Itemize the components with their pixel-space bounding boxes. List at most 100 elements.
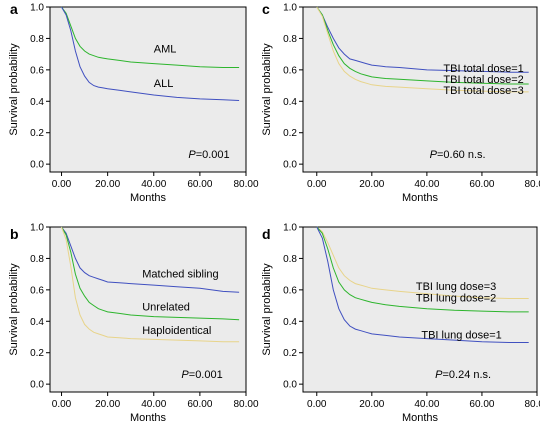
panel-c: c 0.0 0.2 0.4 0.6 0.8 1.0 0.00 20.00 40.00 60.00 80…: [261, 1, 540, 204]
p-value-annotation: P=0.24 n.s.: [435, 369, 491, 381]
y-tick-label: 1.0: [283, 223, 297, 234]
p-value-annotation: P=0.001: [181, 369, 222, 381]
x-tick-label: 20.00: [95, 179, 120, 190]
y-axis-label: Survival probability: [8, 263, 20, 356]
p-value-text: =0.001: [189, 369, 223, 381]
y-axis-label: Survival probability: [261, 43, 273, 136]
panel-letter: a: [10, 1, 18, 17]
y-tick-label: 0.4: [283, 317, 297, 328]
x-axis-label: Months: [130, 412, 167, 423]
y-tick-label: 0.4: [30, 97, 44, 108]
x-axis-label: Months: [402, 192, 439, 204]
y-tick-label: 0.0: [30, 380, 44, 391]
plot-area: [49, 6, 247, 173]
y-tick-label: 0.6: [30, 65, 44, 76]
p-value-symbol: P: [430, 149, 438, 161]
x-tick-label: 20.00: [359, 179, 384, 190]
plot-area: [302, 226, 538, 393]
x-tick-label: 60.00: [187, 179, 212, 190]
x-axis-label: Months: [402, 412, 439, 423]
x-tick-label: 40.00: [141, 399, 166, 410]
series-label-2: TBI total dose=2: [443, 74, 523, 86]
p-value-symbol: P: [181, 369, 189, 381]
series-label-3: TBI total dose=3: [443, 85, 523, 97]
x-tick-label: 40.00: [141, 179, 166, 190]
series-line-3: [316, 226, 529, 343]
y-tick-label: 0.4: [283, 97, 297, 108]
plot-area: [302, 6, 538, 173]
series-line-1: [61, 226, 240, 293]
series-label-1: AML: [154, 44, 177, 56]
p-value-annotation: P=0.001: [188, 149, 229, 161]
x-tick-label: 60.00: [469, 179, 494, 190]
series-label-2: ALL: [154, 78, 174, 90]
y-tick-label: 1.0: [30, 3, 44, 14]
y-tick-label: 0.4: [30, 317, 44, 328]
y-tick-label: 0.8: [30, 34, 44, 45]
y-tick-label: 0.8: [30, 254, 44, 265]
series-label-1: TBI total dose=1: [443, 63, 523, 75]
series-label-3: Haploidentical: [142, 325, 211, 337]
x-axis-label: Months: [130, 192, 167, 204]
x-tick-label: 20.00: [95, 399, 120, 410]
y-axis-label: Survival probability: [8, 43, 20, 136]
series-label-3: TBI lung dose=1: [421, 330, 501, 342]
x-tick-label: 40.00: [414, 179, 439, 190]
x-tick-label: 80.00: [233, 179, 258, 190]
p-value-text: =0.001: [196, 149, 230, 161]
x-tick-label: 80.00: [524, 179, 540, 190]
y-tick-label: 0.2: [30, 128, 44, 139]
x-tick-label: 0.00: [307, 179, 327, 190]
y-tick-label: 0.0: [30, 160, 44, 171]
x-tick-label: 0.00: [307, 399, 327, 410]
series-line-2: [316, 6, 529, 85]
x-tick-label: 80.00: [233, 399, 258, 410]
series-line-2: [316, 226, 529, 313]
series-label-1: TBI lung dose=3: [416, 281, 496, 293]
panel-b: b 0.0 0.2 0.4 0.6 0.8 1.0 0.00 20.00 40.00 60.00 80…: [8, 223, 259, 423]
y-tick-label: 0.0: [283, 160, 297, 171]
plot-area: [49, 226, 247, 393]
series-line-3: [61, 226, 240, 343]
series-line-1: [316, 226, 529, 299]
panel-d: d 0.0 0.2 0.4 0.6 0.8 1.0 0.00 20.00 40.00 60.00 80…: [261, 223, 540, 423]
x-tick-label: 60.00: [187, 399, 212, 410]
y-tick-label: 0.2: [283, 348, 297, 359]
y-axis-label: Survival probability: [261, 263, 273, 356]
series-line-2: [61, 226, 240, 321]
p-value-symbol: P: [188, 149, 196, 161]
x-tick-label: 60.00: [469, 399, 494, 410]
y-tick-label: 0.8: [283, 34, 297, 45]
series-line-1: [61, 6, 240, 68]
x-tick-label: 0.00: [52, 179, 72, 190]
panel-letter: d: [262, 226, 271, 242]
series-line-1: [316, 6, 529, 73]
panel-letter: c: [262, 1, 270, 17]
series-line-3: [316, 6, 529, 93]
y-tick-label: 0.6: [283, 285, 297, 296]
series-label-1: Matched sibling: [142, 268, 218, 280]
y-tick-label: 0.2: [283, 128, 297, 139]
panel-a: a 0.0 0.2 0.4 0.6 0.8 1.0 0.00 20.00 40.00 60.00 80…: [8, 1, 259, 204]
x-tick-label: 80.00: [524, 399, 540, 410]
y-tick-label: 0.6: [30, 285, 44, 296]
p-value-text: =0.24 n.s.: [442, 369, 491, 381]
series-label-2: TBI lung dose=2: [416, 293, 496, 305]
panel-letter: b: [10, 226, 19, 242]
p-value-text: =0.60 n.s.: [437, 149, 486, 161]
x-tick-label: 20.00: [359, 399, 384, 410]
y-tick-label: 0.2: [30, 348, 44, 359]
y-tick-label: 0.0: [283, 380, 297, 391]
y-tick-label: 0.6: [283, 65, 297, 76]
series-line-2: [61, 6, 240, 101]
p-value-annotation: P=0.60 n.s.: [430, 149, 486, 161]
series-label-2: Unrelated: [142, 301, 190, 313]
p-value-symbol: P: [435, 369, 443, 381]
x-tick-label: 0.00: [52, 399, 72, 410]
x-tick-label: 40.00: [414, 399, 439, 410]
y-tick-label: 0.8: [283, 254, 297, 265]
y-tick-label: 1.0: [283, 3, 297, 14]
y-tick-label: 1.0: [30, 223, 44, 234]
